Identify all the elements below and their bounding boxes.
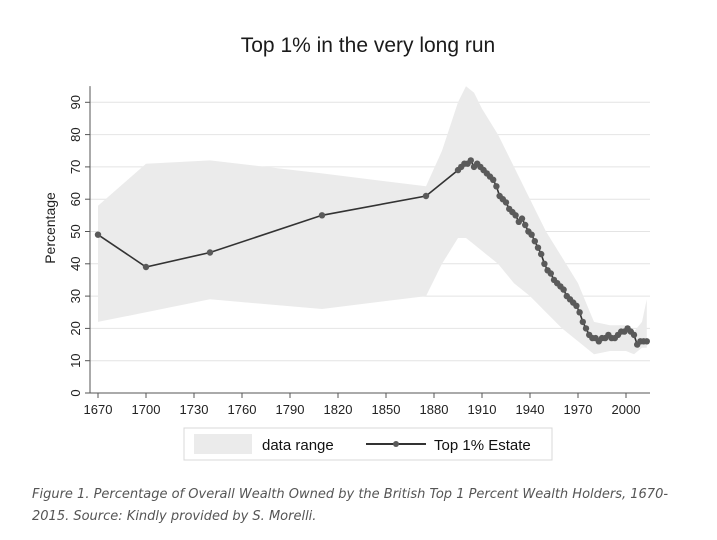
top1-estate-point-1953 — [547, 270, 554, 277]
legend-swatch-top1-marker — [393, 441, 399, 447]
x-tick-label-1820: 1820 — [324, 402, 353, 417]
y-tick-label-60: 60 — [68, 192, 83, 206]
x-tick-label-1880: 1880 — [420, 402, 449, 417]
top1-estate-point-1947 — [538, 250, 545, 258]
top1-estate-point-2005 — [630, 331, 638, 339]
x-tick-label-1670: 1670 — [84, 402, 113, 417]
top1-estate-point-1961 — [560, 286, 567, 293]
y-tick-label-70: 70 — [68, 160, 83, 174]
top1-estate-point-1941 — [528, 231, 535, 238]
top1-estate-point-1919 — [493, 183, 500, 190]
chart-title: Top 1% in the very long run — [241, 34, 495, 57]
top1-estate-point-1700 — [142, 263, 150, 271]
y-tick-label-40: 40 — [68, 257, 83, 271]
figure-caption: Figure 1. Percentage of Overall Wealth O… — [32, 487, 669, 524]
top1-estate-point-1931 — [512, 212, 519, 219]
x-tick-label-1850: 1850 — [372, 402, 401, 417]
top1-estate-point-1740 — [206, 249, 214, 256]
top1-estate-point-1875 — [422, 192, 430, 200]
data-range-band — [98, 86, 647, 355]
top1-estate-point-1971 — [576, 309, 583, 316]
x-tick-label-1970: 1970 — [564, 402, 593, 417]
y-tick-label-50: 50 — [68, 224, 83, 238]
top1-estate-point-1935 — [518, 215, 526, 222]
y-tick-label-30: 30 — [68, 289, 83, 303]
x-tick-label-2000: 2000 — [612, 402, 641, 417]
top1-estate-point-1917 — [490, 176, 497, 183]
legend-label-top1-estate: Top 1% Estate — [434, 437, 531, 454]
x-tick-label-1760: 1760 — [228, 402, 257, 417]
y-tick-label-0: 0 — [68, 389, 83, 396]
top1-estate-point-1975 — [582, 325, 590, 332]
x-tick-label-1790: 1790 — [276, 402, 305, 417]
legend-label-data-range: data range — [262, 437, 334, 454]
top1-estate-point-1925 — [502, 199, 510, 206]
top1-estate-point-1973 — [579, 318, 586, 326]
top1-estate-point-2013 — [643, 338, 650, 345]
top1-estate-point-1949 — [541, 260, 548, 267]
top1-estate-point-1969 — [573, 302, 580, 309]
y-axis-label: Percentage — [42, 192, 58, 264]
x-tick-label-1700: 1700 — [132, 402, 161, 417]
legend: data range Top 1% Estate — [183, 427, 553, 461]
y-tick-label-80: 80 — [68, 127, 83, 141]
chart-figure: Top 1% in the very long run Percentage 0… — [42, 34, 650, 461]
top1-estate-point-1810 — [318, 212, 326, 219]
y-tick-label-90: 90 — [68, 95, 83, 109]
y-tick-label-10: 10 — [68, 353, 83, 367]
x-tick-label-1910: 1910 — [468, 402, 497, 417]
top1-estate-point-1937 — [522, 221, 529, 229]
top1-estate-point-1903 — [467, 157, 474, 164]
line-chart: Top 1% in the very long run Percentage 0… — [42, 34, 650, 461]
top1-estate-point-1945 — [534, 244, 542, 251]
y-tick-label-20: 20 — [68, 321, 83, 335]
top1-estate-point-1943 — [531, 238, 538, 245]
x-tick-label-1730: 1730 — [180, 402, 209, 417]
legend-swatch-data-range — [194, 434, 252, 454]
top1-estate-point-1670 — [94, 231, 102, 238]
x-tick-label-1940: 1940 — [516, 402, 545, 417]
